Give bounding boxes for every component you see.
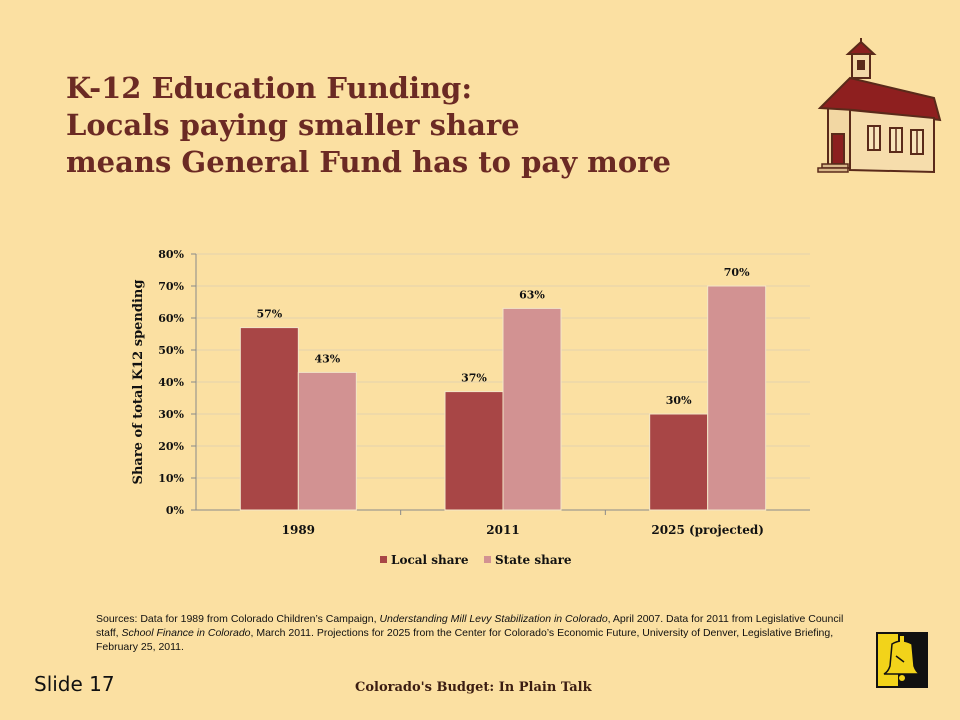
sources-title: School Finance in Colorado: [121, 627, 251, 639]
title-line: Locals paying smaller share: [66, 108, 520, 142]
y-tick-label: 0%: [166, 504, 185, 517]
y-tick-label: 70%: [158, 280, 184, 293]
bar: [649, 413, 709, 511]
y-axis-label: Share of total K12 spending: [131, 280, 146, 485]
bar: [444, 391, 504, 511]
sources-text: , March 2011. Projections for 2025 from …: [96, 627, 834, 653]
sources-text: , April 2007. Data for 2011 from Legisla…: [96, 613, 844, 639]
bar-chart: 0% 10% 20% 30% 40% 50% 60% 70% 80% Share of total…: [131, 248, 810, 567]
data-label: 63%: [519, 288, 545, 301]
footer-text: Colorado's Budget: In Plain Talk: [355, 680, 592, 695]
sources-note: Sources: Data for 1989 from Colorado Chi…: [96, 612, 856, 654]
data-label: 43%: [314, 352, 340, 365]
slide-number: Slide 17: [34, 672, 115, 696]
y-tick-label: 20%: [158, 440, 184, 453]
data-label: 30%: [666, 394, 692, 407]
sources-text: Sources: Data for 1989 from Colorado Chi…: [96, 613, 380, 625]
legend-label: Local share: [391, 553, 469, 567]
bar: [297, 371, 357, 511]
data-label: 70%: [724, 266, 750, 279]
y-tick-label: 80%: [158, 248, 184, 261]
bar: [707, 285, 767, 511]
title-line: means General Fund has to pay more: [66, 145, 671, 179]
bar: [502, 307, 562, 511]
x-tick-label: 2025 (projected): [651, 523, 764, 537]
sources-title: Understanding Mill Levy Stabilization in…: [379, 613, 608, 625]
x-tick-label: 2011: [486, 523, 519, 537]
legend-label: State share: [495, 553, 572, 567]
y-tick-label: 30%: [158, 408, 184, 421]
y-tick-label: 10%: [158, 472, 184, 485]
data-label: 37%: [461, 372, 487, 385]
liberty-bell-logo-icon: [876, 632, 928, 688]
bar: [239, 327, 299, 511]
title-line: K-12 Education Funding:: [66, 71, 473, 105]
y-tick-label: 50%: [158, 344, 184, 357]
data-label: 57%: [256, 308, 282, 321]
y-tick-label: 40%: [158, 376, 184, 389]
legend-swatch: [484, 556, 491, 563]
slide-title: K-12 Education Funding: Locals paying sm…: [66, 70, 806, 181]
schoolhouse-icon: [817, 38, 942, 174]
y-tick-label: 60%: [158, 312, 184, 325]
x-tick-label: 1989: [282, 523, 315, 537]
legend-swatch: [380, 556, 387, 563]
